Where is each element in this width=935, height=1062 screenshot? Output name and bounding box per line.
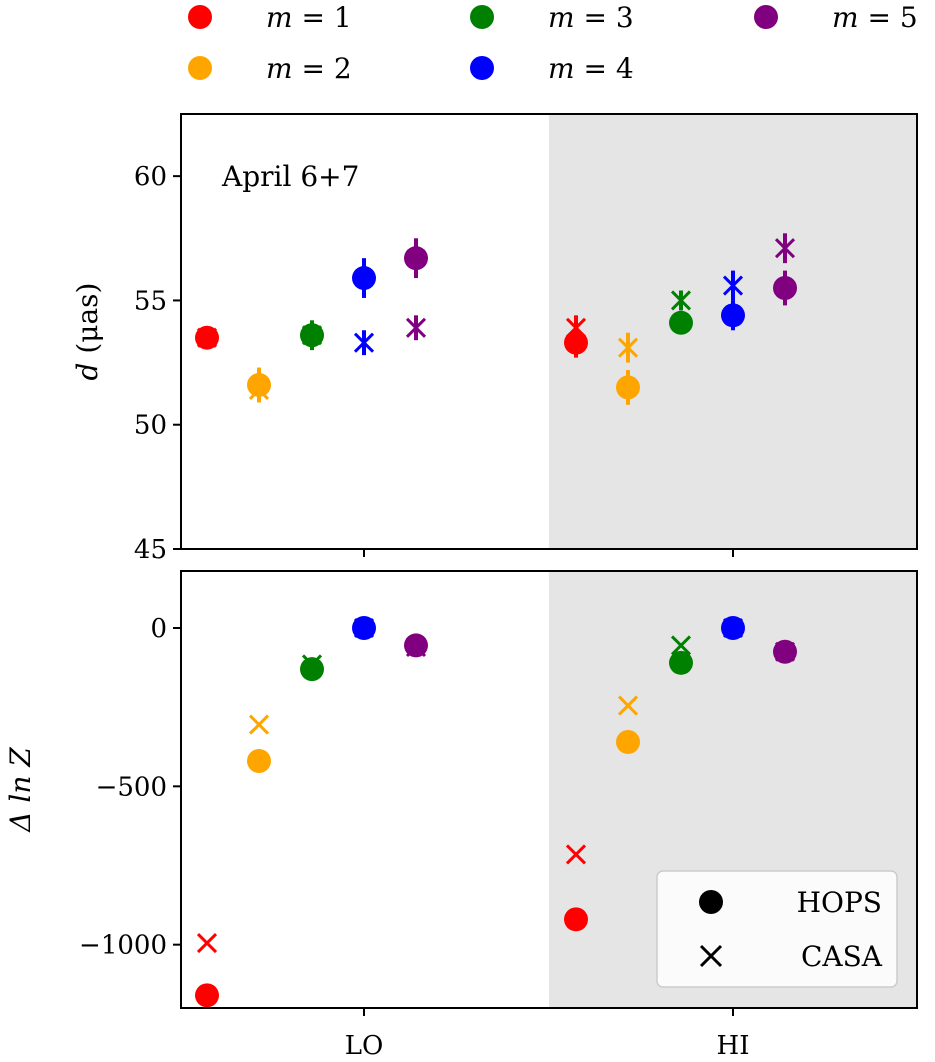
casa-point-m4-hi — [722, 275, 744, 296]
y-tick-label: 50 — [134, 411, 167, 441]
marker-legend-label-hops: HOPS — [797, 886, 882, 919]
casa-point-m5-hi — [774, 238, 796, 259]
hops-point-m2-hi — [616, 730, 640, 754]
hops-point-m3-hi — [669, 310, 693, 335]
casa-marker-icon — [699, 944, 723, 968]
legend-label-m4: m = 4 — [548, 52, 634, 85]
series-legend: m = 1 m = 2 m = 3 m = 4 m = 5 — [188, 1, 918, 85]
legend-label-m2: m = 2 — [266, 52, 352, 85]
casa-point-m2-hi — [617, 695, 639, 716]
y-axis-label: d (μas) — [71, 283, 104, 381]
axes-frame — [180, 570, 918, 1009]
marker-legend-label-casa: CASA — [801, 940, 883, 973]
legend-marker-m2 — [188, 56, 212, 80]
legend-marker-m1 — [188, 5, 212, 29]
casa-point-m3-hi — [670, 290, 692, 311]
hops-point-m1-lo — [195, 325, 219, 350]
hops-point-m4-hi — [721, 303, 745, 328]
hops-point-m1-hi — [564, 330, 588, 355]
legend-marker-m3 — [470, 5, 494, 29]
casa-point-m2-hi — [617, 337, 639, 358]
hops-point-m3-lo — [300, 657, 324, 682]
casa-point-m3-hi — [670, 635, 692, 656]
hops-point-m4-lo — [352, 616, 376, 640]
y-tick-label: 60 — [134, 162, 167, 192]
casa-point-m4-lo — [353, 332, 375, 353]
hops-point-m5-hi — [773, 639, 797, 664]
hops-marker-icon — [699, 890, 723, 914]
y-tick-label: 45 — [134, 535, 167, 565]
legend-label-m5: m = 5 — [832, 1, 918, 34]
hops-point-m5-hi — [773, 276, 797, 300]
casa-point-m2-lo — [248, 714, 270, 735]
axes-frame — [180, 113, 918, 550]
x-tick-label-hi: HI — [717, 1031, 750, 1061]
x-tick-label-lo: LO — [345, 1031, 384, 1061]
hops-point-m2-lo — [247, 749, 271, 773]
casa-point-m5-lo — [405, 317, 427, 338]
casa-point-m1-hi — [565, 844, 587, 865]
legend-marker-m5 — [754, 5, 778, 29]
hops-point-m4-hi — [721, 616, 745, 640]
hops-point-m5-lo — [404, 633, 428, 658]
hi-shaded-region — [549, 114, 917, 549]
hops-point-m3-hi — [669, 650, 693, 675]
hops-point-m2-hi — [616, 375, 640, 400]
hops-point-m3-lo — [300, 323, 324, 348]
hops-point-m4-lo — [352, 266, 376, 291]
hops-point-m1-lo — [195, 983, 219, 1008]
y-tick-label: −500 — [96, 772, 167, 802]
bottom-panel-delta-lnz: −1000 −500 0 LO HI Δ ln Z HOPS CASA — [4, 570, 918, 1061]
y-tick-label: 0 — [150, 614, 167, 644]
hops-point-m1-hi — [564, 907, 588, 932]
casa-point-m1-lo — [196, 933, 218, 954]
hops-point-m5-lo — [404, 246, 428, 271]
panel-annotation: April 6+7 — [221, 160, 359, 193]
y-tick-label: −1000 — [79, 931, 167, 961]
y-tick-label: 55 — [134, 286, 167, 316]
marker-legend: HOPS CASA — [656, 870, 898, 988]
top-panel-d: 45 50 55 60 d (μas) April 6+7 — [71, 113, 918, 565]
y-axis-label: Δ ln Z — [4, 747, 37, 833]
legend-label-m1: m = 1 — [266, 1, 352, 34]
legend-label-m3: m = 3 — [548, 1, 634, 34]
legend-marker-m4 — [470, 56, 494, 80]
hops-point-m2-lo — [247, 372, 271, 397]
